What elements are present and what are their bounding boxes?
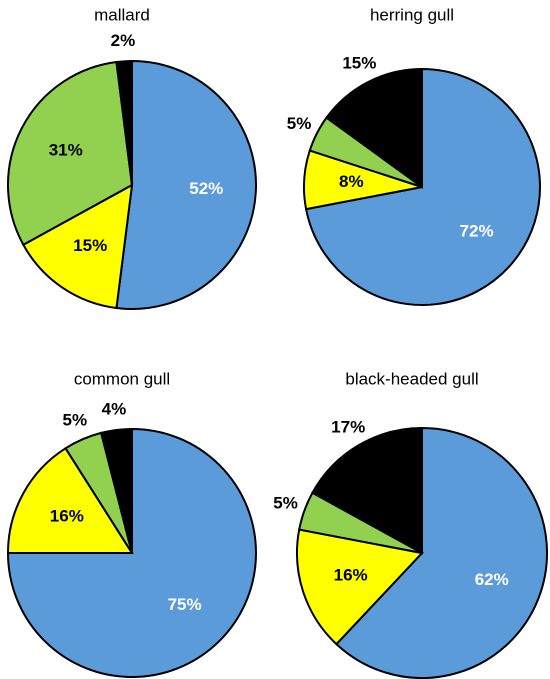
pie-slice <box>115 59 133 186</box>
chart-title: mallard <box>94 5 150 24</box>
data-label: 5% <box>63 410 88 429</box>
data-label: 16% <box>50 507 84 526</box>
data-label: 75% <box>168 595 202 614</box>
chart-title: black-headed gull <box>345 369 478 388</box>
data-label: 2% <box>111 31 136 50</box>
chart-title: herring gull <box>370 5 454 24</box>
data-label: 16% <box>334 566 368 585</box>
pie-slice <box>296 528 424 646</box>
chart-title: common gull <box>74 369 170 388</box>
pie-slice <box>7 60 134 247</box>
pie-slice <box>325 67 423 189</box>
data-label: 15% <box>342 54 376 73</box>
data-label: 52% <box>189 179 223 198</box>
pie-slice <box>115 59 257 310</box>
data-label: 4% <box>102 400 127 419</box>
data-label: 8% <box>339 172 364 191</box>
pie-slice <box>99 427 133 554</box>
pie-slice <box>335 426 548 679</box>
pie-slice <box>21 183 134 310</box>
pie-slice <box>311 426 423 555</box>
pie-slice <box>304 67 541 306</box>
data-label: 17% <box>331 418 365 437</box>
data-label: 5% <box>273 493 298 512</box>
pie-slice <box>6 446 134 554</box>
data-label: 5% <box>287 114 312 133</box>
data-label: 31% <box>49 141 83 160</box>
data-label: 72% <box>460 222 494 241</box>
data-label: 62% <box>475 570 509 589</box>
data-label: 15% <box>73 236 107 255</box>
